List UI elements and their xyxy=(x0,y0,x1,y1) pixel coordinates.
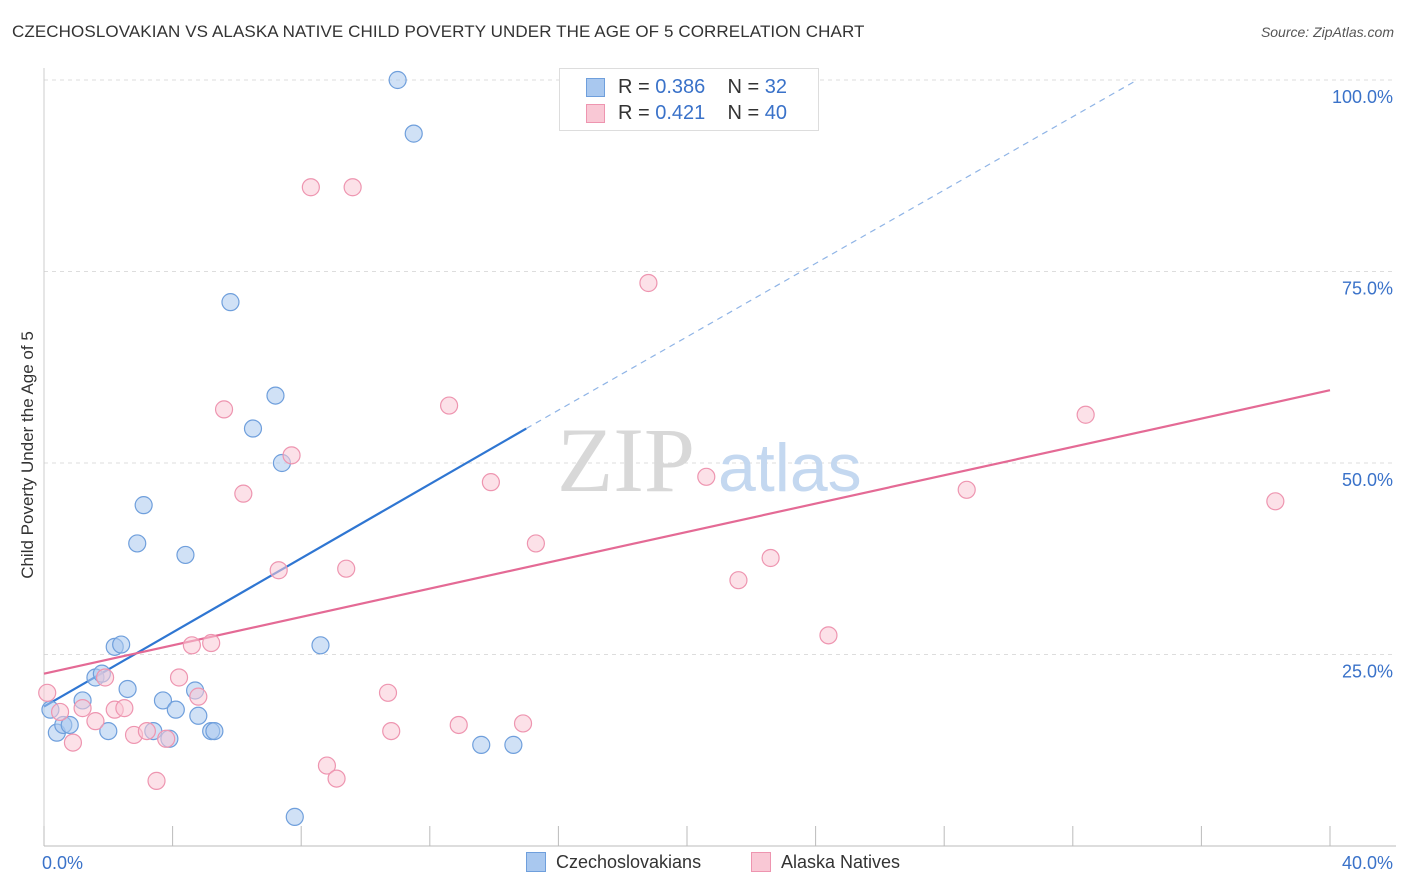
data-point xyxy=(439,396,459,415)
data-point xyxy=(311,636,330,655)
watermark-zip: ZIP xyxy=(557,409,695,511)
legend-n-value: 32 xyxy=(764,76,788,98)
legend-r-value: 0.421 xyxy=(655,102,706,124)
data-point xyxy=(166,700,185,719)
x-tick-label: 40.0% xyxy=(1342,853,1393,873)
data-point xyxy=(639,273,658,293)
data-point xyxy=(147,771,166,790)
data-point xyxy=(269,561,288,580)
data-point xyxy=(63,733,83,752)
legend-swatch-alaska-natives xyxy=(586,104,605,123)
data-point xyxy=(234,484,253,503)
data-point xyxy=(157,729,176,748)
data-point xyxy=(301,178,320,197)
data-point xyxy=(282,446,301,465)
legend: R = 0.386 N = 32 R = 0.421 N = 40 xyxy=(559,68,819,131)
data-point xyxy=(60,715,79,735)
data-point xyxy=(343,178,362,197)
data-point xyxy=(957,480,976,499)
axes xyxy=(43,68,1396,847)
data-point xyxy=(202,633,221,653)
data-point xyxy=(221,293,240,312)
grid-lines xyxy=(44,79,1396,655)
bottom-legend-swatch xyxy=(526,852,546,872)
trend-line-alaska-natives xyxy=(43,389,1331,675)
source-label: Source: ZipAtlas.com xyxy=(1260,24,1394,40)
data-point xyxy=(137,721,156,741)
data-point xyxy=(1266,492,1285,511)
data-point xyxy=(388,70,407,90)
data-point xyxy=(526,534,545,553)
data-point xyxy=(285,807,304,826)
data-point xyxy=(378,683,398,702)
data-point xyxy=(112,635,131,654)
data-point xyxy=(513,714,533,733)
data-point xyxy=(404,124,423,143)
data-points xyxy=(38,70,1285,826)
data-point xyxy=(134,496,153,515)
legend-swatch-czechoslovakians xyxy=(586,78,605,97)
chart-title: CZECHOSLOVAKIAN VS ALASKA NATIVE CHILD P… xyxy=(12,22,865,41)
data-point xyxy=(243,419,263,438)
bottom-legend-czechoslovakians: Czechoslovakians xyxy=(526,852,701,873)
data-point xyxy=(327,769,346,788)
legend-r-label: R = xyxy=(618,102,650,124)
data-point xyxy=(153,691,173,710)
data-point xyxy=(205,721,224,741)
data-point xyxy=(729,571,748,590)
y-tick-label: 50.0% xyxy=(1342,470,1393,490)
bottom-legend-alaska-natives: Alaska Natives xyxy=(751,852,900,873)
trend-lines xyxy=(43,79,1331,708)
legend-n-label: N = xyxy=(727,76,760,98)
data-point xyxy=(472,735,491,754)
y-tick-label: 100.0% xyxy=(1332,87,1393,107)
data-point xyxy=(50,702,70,722)
data-point xyxy=(189,706,208,725)
data-point xyxy=(504,735,523,754)
data-point xyxy=(189,687,208,706)
data-point xyxy=(819,626,838,645)
data-point xyxy=(182,636,201,655)
data-point xyxy=(118,679,137,699)
y-tick-label: 75.0% xyxy=(1342,279,1393,299)
data-point xyxy=(38,683,57,702)
y-tick-label: 25.0% xyxy=(1342,662,1393,682)
legend-r-label: R = xyxy=(618,76,650,98)
tick-labels: 25.0% 50.0% 75.0% 100.0% 0.0% 40.0% xyxy=(42,87,1393,873)
watermark-atlas: atlas xyxy=(718,430,862,506)
bottom-legend-swatch xyxy=(751,852,771,872)
data-point xyxy=(99,721,118,741)
data-point xyxy=(214,400,234,419)
data-point xyxy=(176,545,195,565)
data-point xyxy=(73,699,92,718)
data-point xyxy=(337,559,356,578)
data-point xyxy=(449,715,468,735)
bottom-legend-label: Czechoslovakians xyxy=(556,852,702,872)
data-point xyxy=(1076,405,1095,424)
data-point xyxy=(266,386,285,405)
data-point xyxy=(86,712,105,731)
data-point xyxy=(761,548,780,568)
data-point xyxy=(169,668,189,687)
data-point xyxy=(95,668,115,687)
bottom-legend-label: Alaska Natives xyxy=(781,852,901,872)
x-tick-label: 0.0% xyxy=(42,853,83,873)
data-point xyxy=(481,473,500,492)
data-point xyxy=(382,721,401,741)
data-point xyxy=(317,756,337,775)
legend-n-label: N = xyxy=(727,102,760,124)
trend-line-czechoslovakians-extension xyxy=(525,79,1138,430)
data-point xyxy=(115,699,134,718)
legend-r-value: 0.386 xyxy=(655,76,706,98)
legend-n-value: 40 xyxy=(764,102,788,124)
data-point xyxy=(128,534,147,553)
data-point xyxy=(697,467,716,486)
